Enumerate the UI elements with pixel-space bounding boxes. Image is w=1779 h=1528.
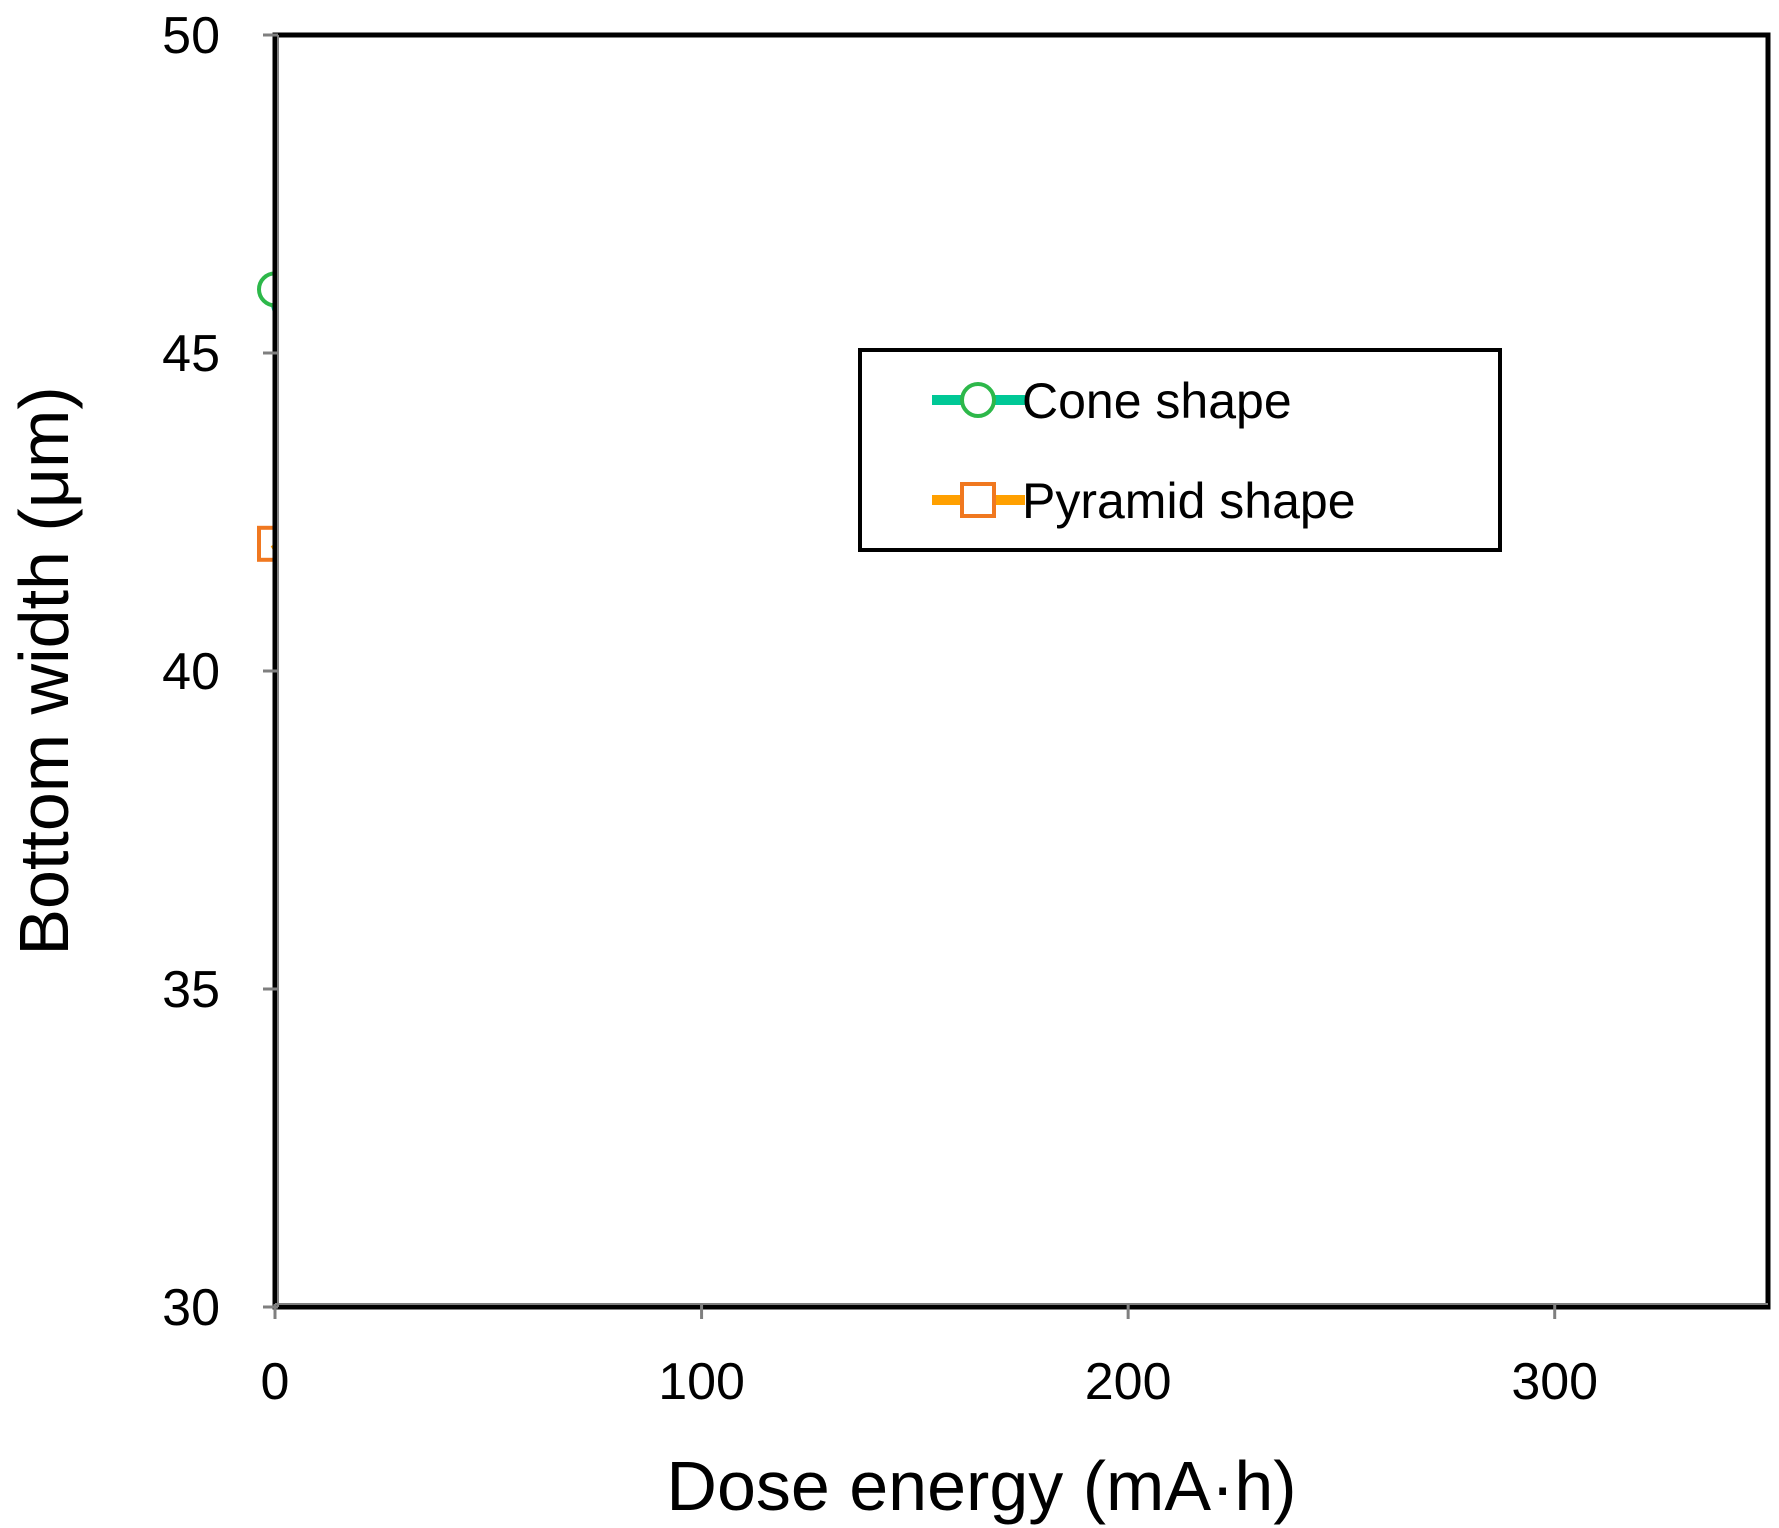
plot-frame xyxy=(272,32,1771,1310)
legend-label-0: Cone shape xyxy=(1022,373,1292,429)
y-tick-label: 50 xyxy=(162,7,220,65)
legend-marker-pyramid xyxy=(960,482,996,518)
y-tick-label: 40 xyxy=(162,643,220,701)
legend-marker-cone xyxy=(960,382,996,418)
y-tick-label: 45 xyxy=(162,325,220,383)
legend-box xyxy=(858,348,1502,552)
x-tick-label: 200 xyxy=(1085,1353,1172,1411)
y-tick-label: 35 xyxy=(162,961,220,1019)
x-tick-label: 0 xyxy=(261,1353,290,1411)
x-tick-label: 100 xyxy=(658,1353,745,1411)
legend-label-1: Pyramid shape xyxy=(1022,473,1356,529)
y-tick-label: 30 xyxy=(162,1279,220,1337)
x-axis-title: Dose energy (mA·h) xyxy=(666,1447,1296,1525)
y-axis-title: Bottom width (μm) xyxy=(5,386,83,955)
x-tick-label: 300 xyxy=(1511,1353,1598,1411)
